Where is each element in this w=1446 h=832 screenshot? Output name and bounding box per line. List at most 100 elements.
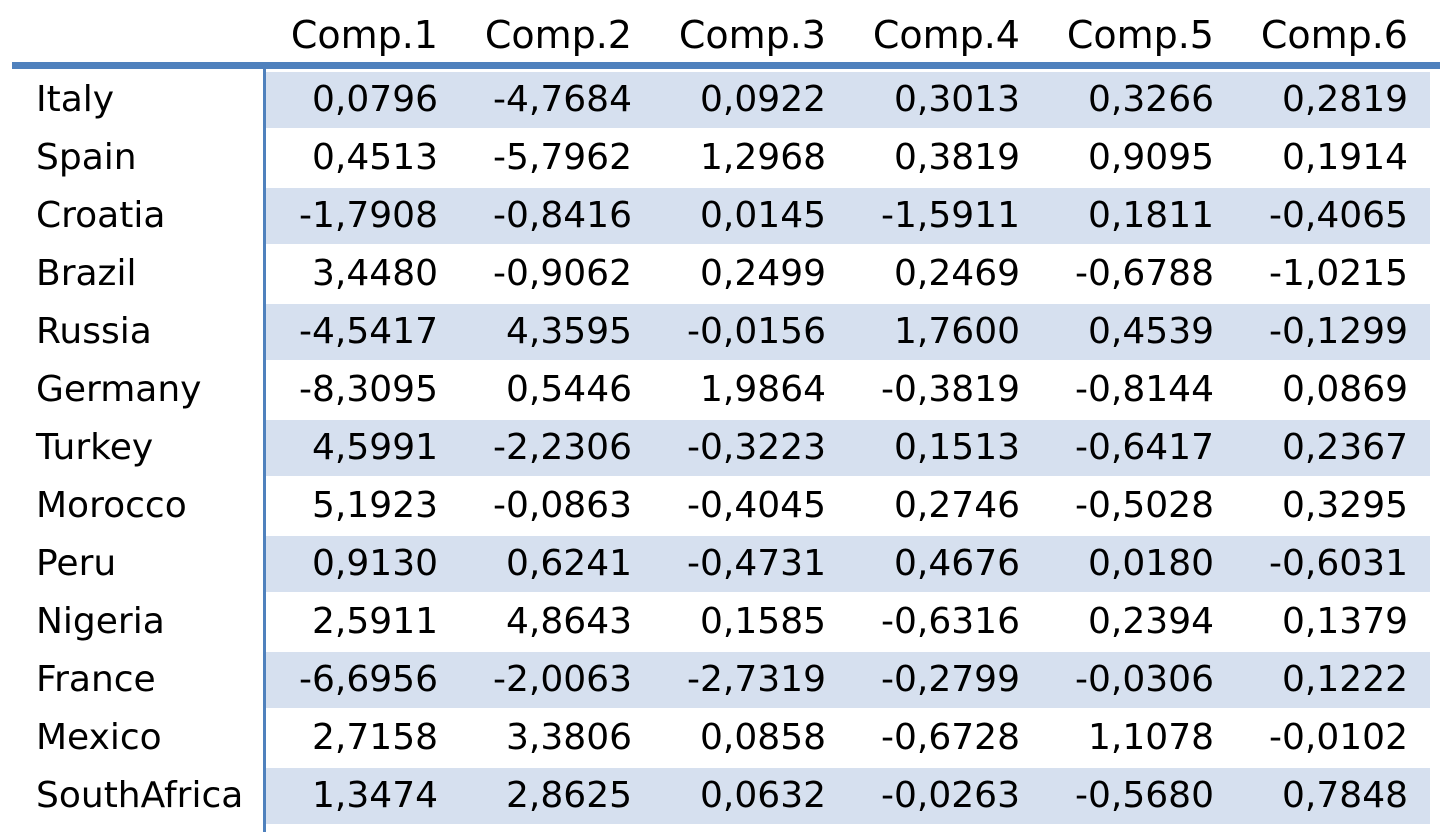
- table-cell: -1,5911: [881, 195, 1020, 236]
- row-label: Morocco: [36, 485, 187, 526]
- table-cell: 0,0922: [700, 79, 826, 120]
- table-cell: -5,7962: [493, 137, 632, 178]
- table-cell: 0,0632: [700, 775, 826, 816]
- table-row: Nigeria 2,5911 4,8643 0,1585 -0,6316 0,2394 0,…: [0, 593, 1446, 651]
- table-cell: 0,0796: [312, 79, 438, 120]
- row-label: Brazil: [36, 253, 137, 294]
- row-band: [266, 652, 1430, 708]
- table-cell: -0,4045: [687, 485, 826, 526]
- table-cell: -1,7908: [299, 195, 438, 236]
- table-cell: -0,6316: [881, 601, 1020, 642]
- table-row: Morocco 5,1923 -0,0863 -0,4045 0,2746 -0,5028…: [0, 477, 1446, 535]
- table-cell: -2,7319: [687, 659, 826, 700]
- table-cell: 5,1923: [312, 485, 438, 526]
- table-cell: 0,0869: [1282, 369, 1408, 410]
- table-cell: -0,0263: [881, 775, 1020, 816]
- table-cell: -0,2799: [881, 659, 1020, 700]
- table-cell: -0,4731: [687, 543, 826, 584]
- table-cell: -0,8416: [493, 195, 632, 236]
- table-cell: 0,2819: [1282, 79, 1408, 120]
- row-label: Turkey: [36, 427, 154, 468]
- table-cell: 0,1585: [700, 601, 826, 642]
- table-cell: 0,9095: [1088, 137, 1214, 178]
- table-cell: -2,0063: [493, 659, 632, 700]
- row-band: [266, 188, 1430, 244]
- row-label: Mexico: [36, 717, 162, 758]
- table-cell: 4,8643: [506, 601, 632, 642]
- table-cell: -4,7684: [493, 79, 632, 120]
- table-cell: 0,3266: [1088, 79, 1214, 120]
- row-band: [266, 304, 1430, 360]
- table-cell: 3,3806: [506, 717, 632, 758]
- table-cell: -0,1299: [1269, 311, 1408, 352]
- label-column-divider: [263, 62, 266, 832]
- table-cell: 1,9864: [700, 369, 826, 410]
- table-cell: 0,2499: [700, 253, 826, 294]
- column-header-comp6: Comp.6: [1260, 13, 1408, 57]
- table-row: Germany -8,3095 0,5446 1,9864 -0,3819 -0,8144…: [0, 361, 1446, 419]
- table-cell: -6,6956: [299, 659, 438, 700]
- table-cell: 0,7848: [1282, 775, 1408, 816]
- table-cell: -0,3223: [687, 427, 826, 468]
- table-cell: 3,4480: [312, 253, 438, 294]
- table-cell: -0,0102: [1269, 717, 1408, 758]
- table-cell: 0,1811: [1088, 195, 1214, 236]
- table-cell: -1,0215: [1269, 253, 1408, 294]
- table-cell: -0,6417: [1075, 427, 1214, 468]
- table-cell: 0,2394: [1088, 601, 1214, 642]
- table-row: Mexico 2,7158 3,3806 0,0858 -0,6728 1,1078 -0,…: [0, 709, 1446, 767]
- table-body: Italy 0,0796 -4,7684 0,0922 0,3013 0,3266 0,28…: [0, 71, 1446, 825]
- table-cell: 0,9130: [312, 543, 438, 584]
- table-row: Turkey 4,5991 -2,2306 -0,3223 0,1513 -0,6417 0…: [0, 419, 1446, 477]
- table-cell: 0,4513: [312, 137, 438, 178]
- table-cell: 0,3819: [894, 137, 1020, 178]
- row-label: Italy: [36, 79, 115, 120]
- header-rule: [12, 62, 1440, 69]
- table-cell: -0,6728: [881, 717, 1020, 758]
- table-cell: 0,0858: [700, 717, 826, 758]
- table-cell: 2,5911: [312, 601, 438, 642]
- table-row: SouthAfrica 1,3474 2,8625 0,0632 -0,0263 -0,5…: [0, 767, 1446, 825]
- table-row: Brazil 3,4480 -0,9062 0,2499 0,2469 -0,6788 -1…: [0, 245, 1446, 303]
- table-cell: 0,2469: [894, 253, 1020, 294]
- table-row: Spain 0,4513 -5,7962 1,2968 0,3819 0,9095 0,19…: [0, 129, 1446, 187]
- row-band: [266, 536, 1430, 592]
- table-cell: 1,1078: [1088, 717, 1214, 758]
- table-header: Comp.1 Comp.2 Comp.3 Comp.4 Comp.5 Comp.…: [0, 0, 1446, 64]
- table-cell: -2,2306: [493, 427, 632, 468]
- row-label: Germany: [36, 369, 202, 410]
- table-cell: -0,0156: [687, 311, 826, 352]
- table-cell: 4,5991: [312, 427, 438, 468]
- table-cell: -4,5417: [299, 311, 438, 352]
- row-label: Russia: [36, 311, 152, 352]
- table-cell: -0,8144: [1075, 369, 1214, 410]
- row-label: Peru: [36, 543, 117, 584]
- column-header-comp3: Comp.3: [678, 13, 826, 57]
- row-label: SouthAfrica: [36, 775, 244, 816]
- table-cell: -0,0306: [1075, 659, 1214, 700]
- table-cell: 4,3595: [506, 311, 632, 352]
- table-cell: 0,0145: [700, 195, 826, 236]
- column-header-comp1: Comp.1: [290, 13, 438, 57]
- table-cell: 1,2968: [700, 137, 826, 178]
- table-row: Italy 0,0796 -4,7684 0,0922 0,3013 0,3266 0,28…: [0, 71, 1446, 129]
- table-cell: 0,3013: [894, 79, 1020, 120]
- row-label: Spain: [36, 137, 137, 178]
- table-cell: 0,2367: [1282, 427, 1408, 468]
- table-row: Croatia -1,7908 -0,8416 0,0145 -1,5911 0,1811…: [0, 187, 1446, 245]
- table-cell: 0,3295: [1282, 485, 1408, 526]
- table-cell: 2,7158: [312, 717, 438, 758]
- table-cell: 0,6241: [506, 543, 632, 584]
- table-row: Peru 0,9130 0,6241 -0,4731 0,4676 0,0180 -0,60…: [0, 535, 1446, 593]
- table-cell: 0,1222: [1282, 659, 1408, 700]
- row-label: Nigeria: [36, 601, 165, 642]
- table-cell: 1,3474: [312, 775, 438, 816]
- row-band: [266, 72, 1430, 128]
- table-cell: 2,8625: [506, 775, 632, 816]
- table-cell: 0,0180: [1088, 543, 1214, 584]
- table-cell: -0,6031: [1269, 543, 1408, 584]
- column-header-comp4: Comp.4: [872, 13, 1020, 57]
- column-header-comp2: Comp.2: [484, 13, 632, 57]
- row-label: Croatia: [36, 195, 166, 236]
